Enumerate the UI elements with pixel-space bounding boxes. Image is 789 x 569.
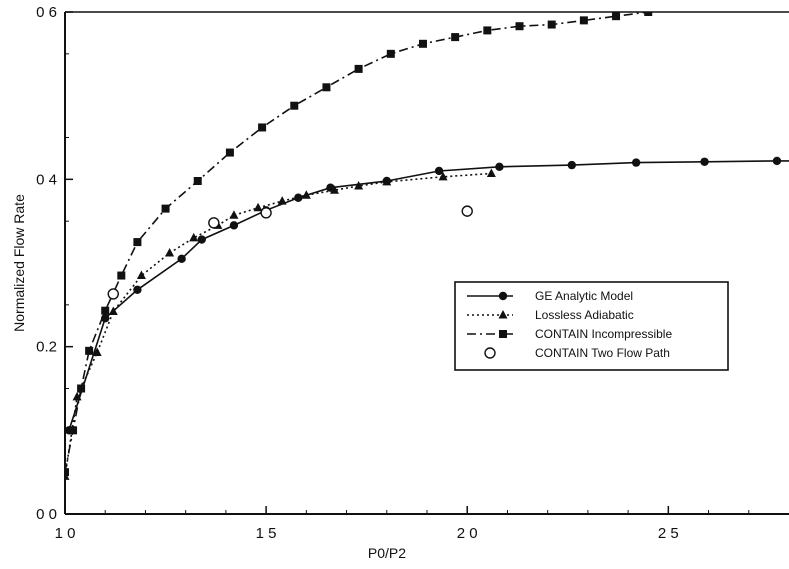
y-tick-label: 0 6 [36,4,57,21]
data-point [77,385,85,393]
data-point [462,206,472,216]
data-point [568,161,576,169]
data-point [108,289,118,299]
data-point [133,238,141,246]
data-point [483,26,491,34]
data-point [133,286,141,294]
data-point [230,221,238,229]
x-tick-label: 1 5 [256,525,277,542]
data-point [258,123,266,131]
series-line [65,0,789,472]
series-line [65,174,491,477]
data-point [387,50,395,58]
series-3 [108,206,472,299]
data-point [729,0,737,3]
data-point [61,468,69,476]
legend-marker [499,330,507,338]
legend: GE Analytic Model Lossless Adiabatic CONTA… [455,282,728,370]
series-1 [61,168,496,479]
x-axis-title: P0/P2 [368,545,406,561]
data-point [101,307,109,315]
data-point [419,40,427,48]
data-point [580,16,588,24]
data-point [705,0,713,8]
legend-label: CONTAIN Two Flow Path [535,346,670,360]
legend-label: Lossless Adiabatic [535,308,634,322]
data-point [117,272,125,280]
data-point [278,196,287,205]
data-point [612,12,620,20]
data-point [229,210,238,219]
data-point [209,218,219,228]
data-point [69,426,77,434]
y-axis-title: Normalized Flow Rate [11,194,27,332]
x-tick-label: 2 5 [658,525,679,542]
data-point [451,33,459,41]
data-point [632,158,640,166]
data-point [85,347,93,355]
legend-marker [499,292,507,300]
data-point [194,177,202,185]
data-point [548,21,556,29]
data-point [261,208,271,218]
data-point [226,149,234,157]
y-tick-label: 0.2 [36,339,57,356]
data-point [487,168,496,177]
data-point [644,8,652,16]
data-point [165,248,174,256]
data-point [700,158,708,166]
data-point [672,4,680,12]
data-point [198,235,206,243]
series-layer [61,0,789,480]
data-point [495,163,503,171]
data-point [177,255,185,263]
data-point [137,271,146,280]
data-point [355,65,363,73]
data-point [290,102,298,110]
y-tick-label: 0 0 [36,506,57,523]
legend-marker [485,348,495,358]
data-point [322,83,330,91]
data-point [773,157,781,165]
legend-label: GE Analytic Model [535,289,633,303]
legend-label: CONTAIN Incompressible [535,327,672,341]
x-tick-label: 1 0 [55,525,76,542]
data-point [162,205,170,213]
x-tick-label: 2 0 [457,525,478,542]
y-tick-label: 0 4 [36,171,57,188]
data-point [516,22,524,30]
axes: 1 0 1 5 2 0 2 5 0 0 0.2 0 4 0 6 [36,4,789,542]
series-2 [61,0,789,476]
